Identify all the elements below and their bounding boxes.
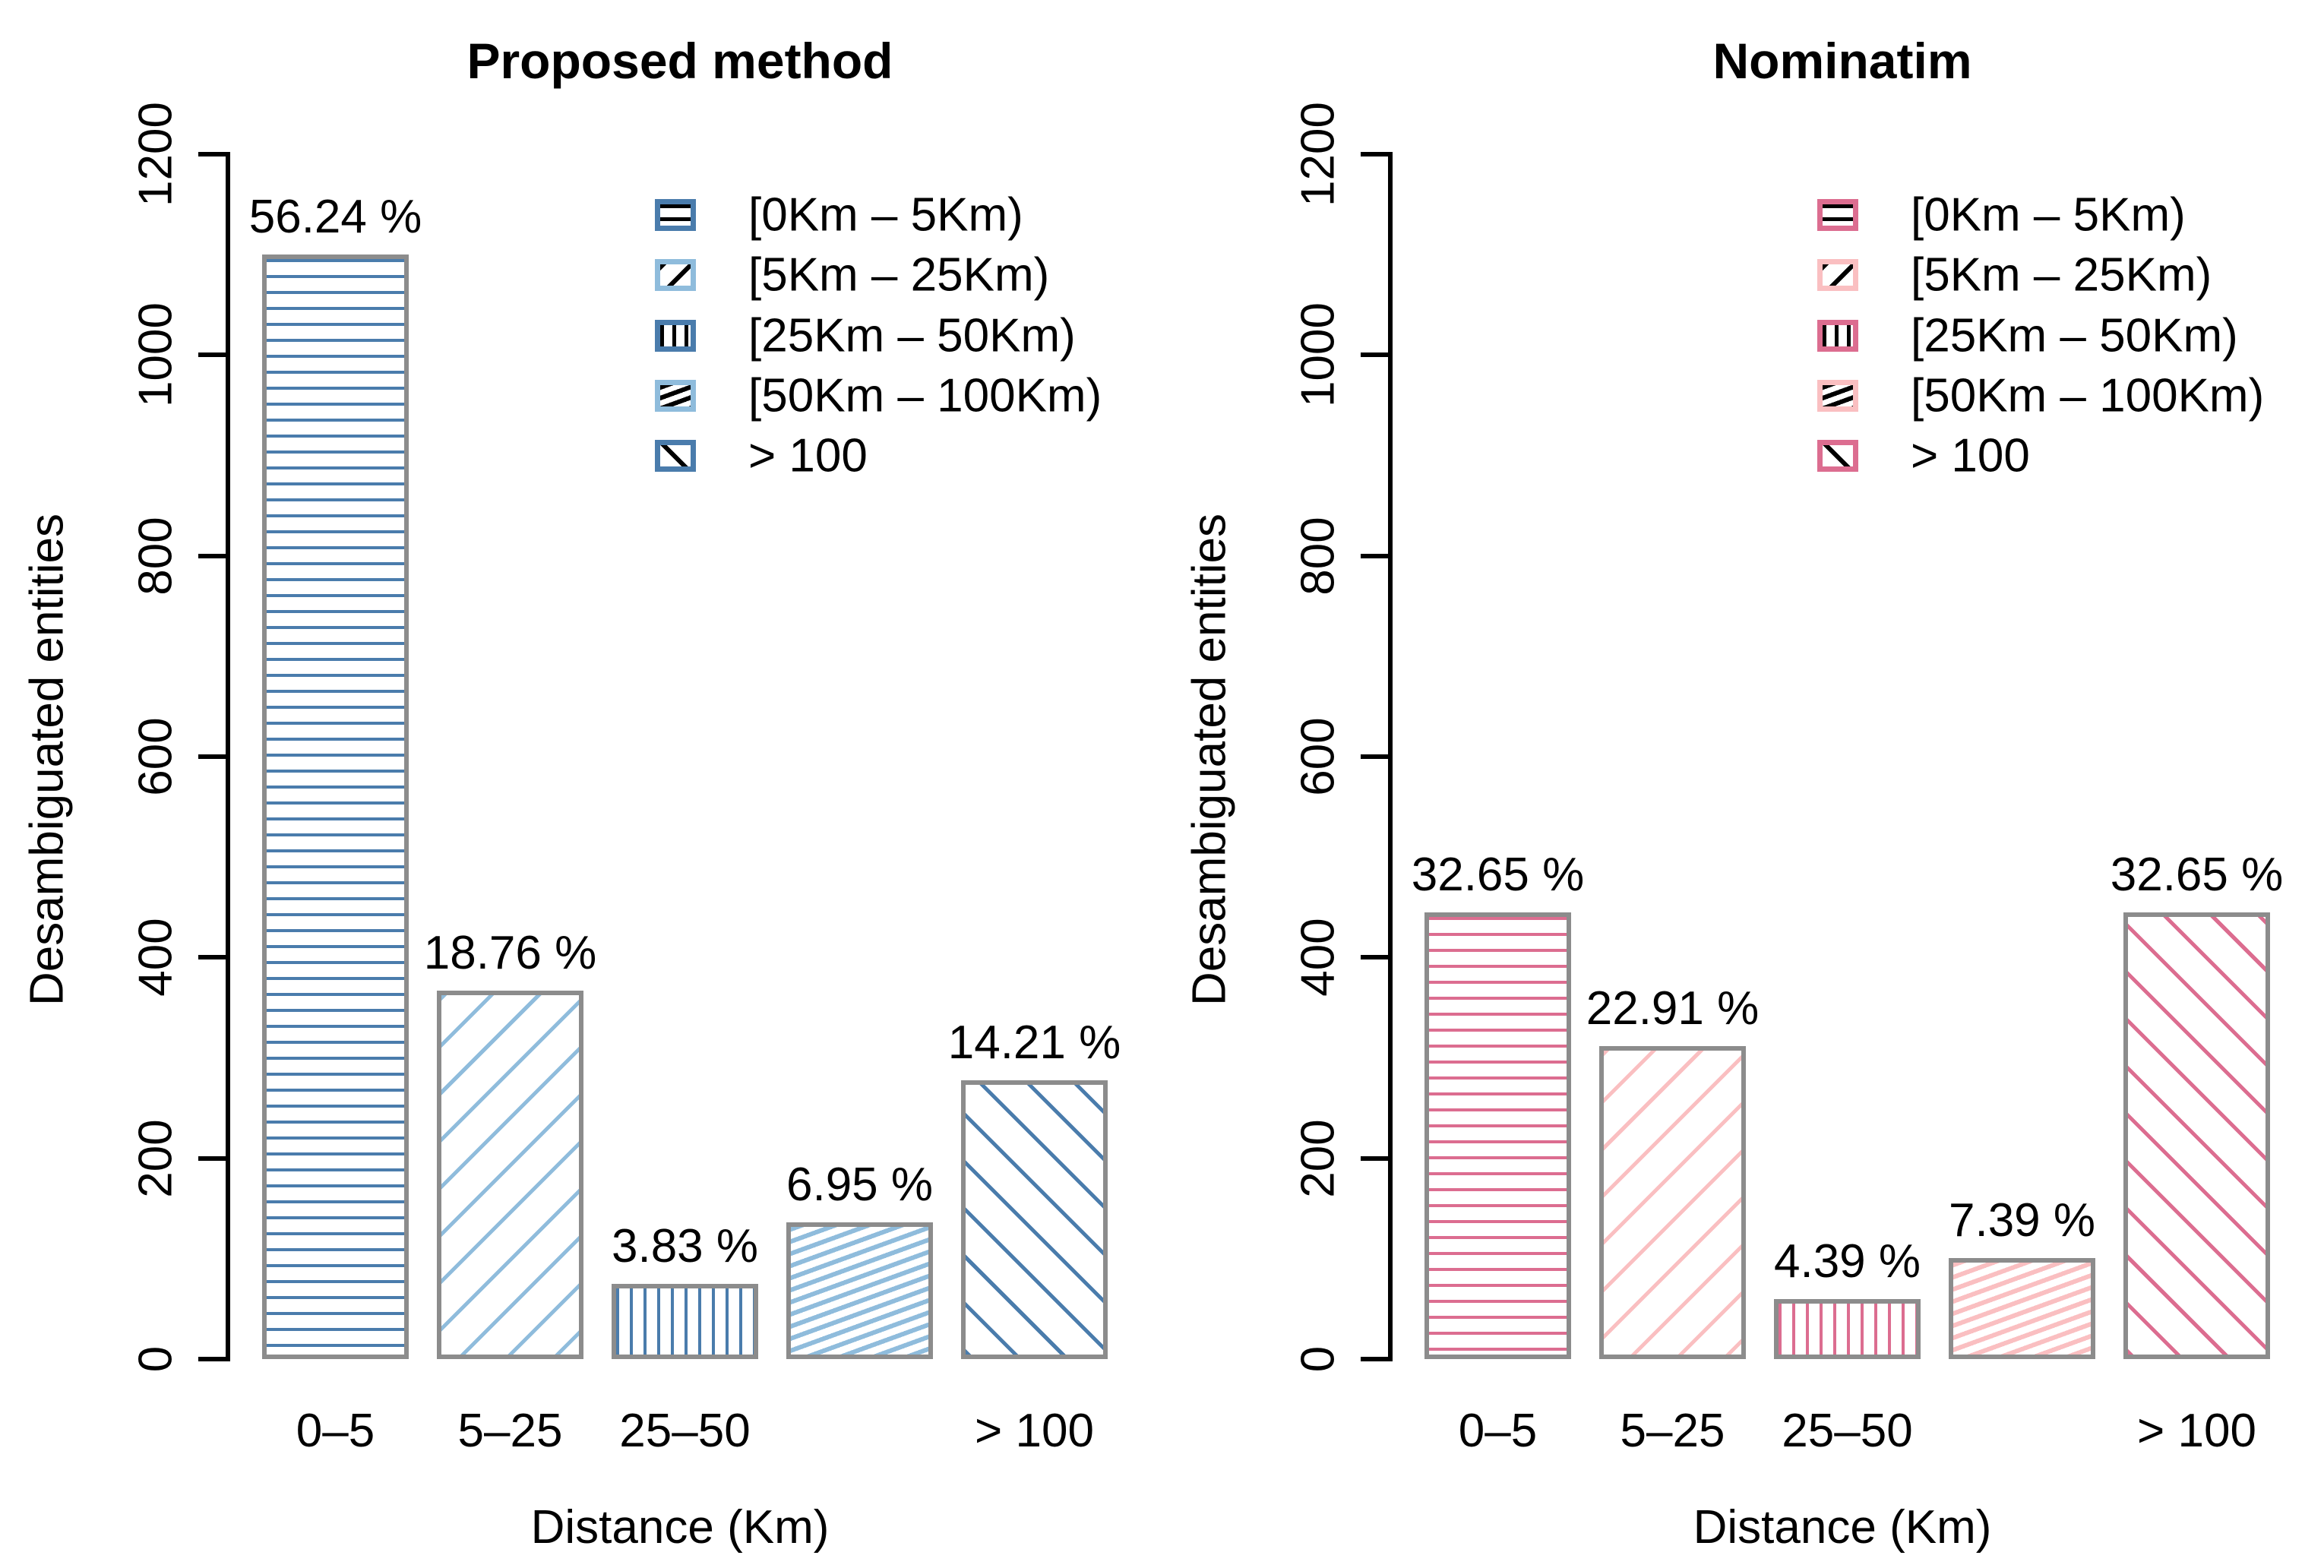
y-tick-label: 400 [1292, 918, 1345, 997]
legend-label: > 100 [748, 429, 868, 482]
y-tick-mark [198, 553, 226, 558]
bar-value-label: 32.65 % [1411, 848, 1585, 901]
x-tick-label: 25–50 [619, 1405, 751, 1457]
y-tick-mark [1361, 352, 1389, 358]
legend-label: [50Km – 100Km) [748, 369, 1102, 422]
x-tick-label: > 100 [2137, 1405, 2256, 1457]
panel-nominatim: Nominatim Desambiguated entities 0 200 4… [1162, 0, 2324, 1568]
bar-value-label: 32.65 % [2110, 848, 2284, 901]
bar-5-25 [437, 990, 583, 1359]
y-tick-mark [1361, 955, 1389, 960]
y-tick-mark [198, 152, 226, 156]
y-tick-mark [1361, 1155, 1389, 1161]
x-tick-label: 5–25 [457, 1405, 563, 1457]
x-tick-label: > 100 [975, 1405, 1094, 1457]
y-tick-mark [198, 754, 226, 759]
y-axis-title: Desambiguated entities [21, 514, 74, 1006]
bar-5-25 [1599, 1045, 1746, 1359]
bar-value-label: 56.24 % [248, 191, 422, 244]
y-tick-mark [198, 955, 226, 960]
y-tick-mark [1361, 754, 1389, 759]
legend-swatch-50-100km-icon [1817, 379, 1858, 412]
legend-swatch-gt-100-icon [1817, 440, 1858, 473]
y-tick-label: 800 [129, 516, 182, 596]
panel-title: Nominatim [1712, 33, 1972, 89]
bar-50-100 [1949, 1257, 2095, 1359]
x-tick-label: 25–50 [1782, 1405, 1913, 1457]
bar-0-5 [1424, 912, 1571, 1359]
bar-value-label: 6.95 % [786, 1159, 934, 1212]
x-tick-label: 0–5 [1458, 1405, 1538, 1457]
legend-label: [50Km – 100Km) [1911, 369, 2265, 422]
y-tick-label: 1000 [1292, 302, 1345, 408]
y-tick-label: 400 [129, 918, 182, 997]
legend-swatch-0-5km-icon [655, 199, 696, 231]
panel-title: Proposed method [466, 33, 893, 89]
legend-label: [5Km – 25Km) [748, 248, 1050, 302]
bar-gt-100 [2123, 912, 2270, 1359]
legend-label: > 100 [1911, 429, 2030, 482]
y-tick-label: 0 [1292, 1345, 1345, 1373]
bar-gt-100 [961, 1080, 1108, 1359]
y-tick-label: 600 [129, 717, 182, 796]
legend-swatch-50-100km-icon [655, 379, 696, 412]
y-tick-label: 1200 [1292, 102, 1345, 207]
y-tick-label: 0 [129, 1345, 182, 1373]
y-tick-mark [198, 352, 226, 358]
y-axis-line [226, 152, 230, 1361]
bar-value-label: 14.21 % [947, 1016, 1121, 1069]
y-tick-label: 800 [1292, 516, 1345, 596]
y-tick-label: 200 [129, 1118, 182, 1198]
bar-50-100 [786, 1222, 933, 1359]
legend-swatch-25-50km-icon [1817, 319, 1858, 352]
x-tick-label: 0–5 [296, 1405, 375, 1457]
y-tick-mark [198, 1155, 226, 1161]
legend-label: [25Km – 50Km) [748, 309, 1076, 362]
legend-swatch-0-5km-icon [1817, 199, 1858, 231]
x-tick-label: 5–25 [1620, 1405, 1725, 1457]
legend-swatch-5-25km-icon [655, 259, 696, 292]
y-tick-label: 200 [1292, 1118, 1345, 1198]
legend-swatch-5-25km-icon [1817, 259, 1858, 292]
bar-value-label: 4.39 % [1773, 1234, 1921, 1288]
bar-25-50 [612, 1283, 758, 1359]
bar-value-label: 7.39 % [1948, 1193, 2096, 1247]
y-axis-line [1388, 152, 1393, 1361]
bar-0-5 [262, 254, 409, 1359]
legend-label: [0Km – 5Km) [1911, 188, 2186, 242]
x-axis-title: Distance (Km) [530, 1501, 830, 1554]
bar-value-label: 3.83 % [611, 1219, 759, 1272]
y-tick-label: 1000 [129, 302, 182, 408]
bar-value-label: 22.91 % [1586, 982, 1760, 1035]
legend-label: [0Km – 5Km) [748, 188, 1023, 242]
y-tick-label: 600 [1292, 717, 1345, 796]
panel-proposed-method: Proposed method Desambiguated entities 0… [21, 33, 1121, 1554]
bar-25-50 [1774, 1298, 1921, 1359]
y-tick-mark [198, 1357, 226, 1361]
y-axis-title: Desambiguated entities [1183, 514, 1236, 1006]
y-tick-mark [1361, 152, 1389, 156]
legend-swatch-25-50km-icon [655, 319, 696, 352]
legend-label: [25Km – 50Km) [1911, 309, 2238, 362]
x-axis-title: Distance (Km) [1693, 1501, 1992, 1554]
y-tick-mark [1361, 1357, 1389, 1361]
legend-label: [5Km – 25Km) [1911, 248, 2212, 302]
bar-value-label: 18.76 % [423, 926, 597, 979]
y-tick-mark [1361, 553, 1389, 558]
legend-swatch-gt-100-icon [655, 440, 696, 473]
